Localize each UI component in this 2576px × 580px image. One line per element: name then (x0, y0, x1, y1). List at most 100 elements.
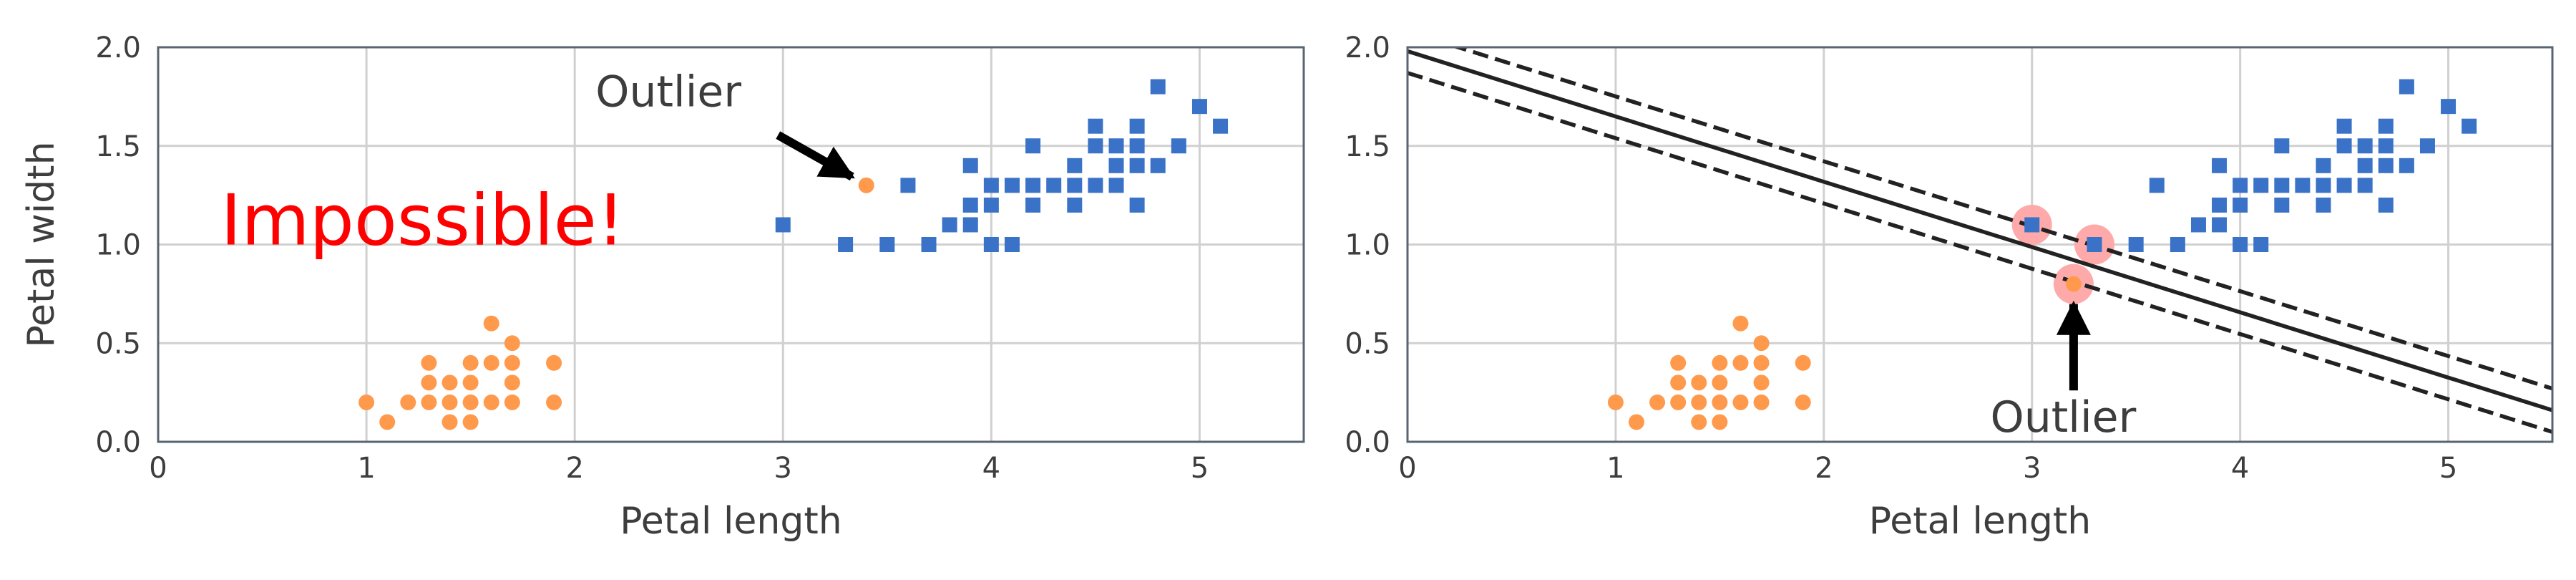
data-point-square (2212, 158, 2228, 173)
plot-contents (1407, 47, 2552, 434)
data-point-circle (1629, 414, 1644, 430)
data-point-circle (1649, 394, 1666, 410)
x-tick-label: 1 (1606, 452, 1624, 485)
data-point-square (942, 217, 957, 233)
data-point-circle (1753, 374, 1770, 391)
data-point-circle (1712, 394, 1728, 410)
x-tick-label: 5 (1191, 452, 1209, 485)
data-point-circle (1670, 394, 1687, 410)
data-point-square (921, 237, 937, 252)
data-point-circle (1691, 394, 1707, 410)
data-point-square (1129, 158, 1145, 173)
data-point-square (775, 217, 791, 233)
data-point-circle (1712, 414, 1728, 430)
data-point-square (2128, 237, 2144, 252)
data-point-square (2316, 197, 2331, 213)
data-point-square (2378, 158, 2394, 173)
data-point-circle (421, 354, 437, 371)
x-tick-label: 0 (149, 452, 167, 485)
data-point-circle (483, 315, 499, 332)
data-point-square (1129, 118, 1145, 134)
data-point-square (2357, 178, 2373, 193)
outlier-annotation: Outlier (1991, 392, 2137, 443)
x-axis-label: Petal length (620, 500, 841, 543)
data-point-circle (858, 177, 874, 193)
data-point-square (1067, 158, 1083, 173)
plot-contents (358, 79, 1229, 430)
x-tick-label: 4 (2231, 452, 2249, 485)
margin-line (1407, 71, 2552, 434)
data-point-square (1108, 158, 1124, 173)
data-point-square (2357, 158, 2373, 173)
data-point-square (879, 237, 895, 252)
data-point-circle (441, 414, 458, 430)
y-tick-label: 1.5 (1345, 130, 1390, 163)
data-point-square (2233, 197, 2248, 213)
decision-boundary-line (1407, 49, 2552, 412)
data-point-square (2441, 99, 2457, 115)
data-point-circle (1712, 374, 1728, 391)
data-point-square (2399, 158, 2414, 173)
data-point-square (983, 237, 999, 252)
data-point-square (1088, 178, 1103, 193)
outlier-annotation: Outlier (595, 67, 741, 117)
x-tick-label: 4 (982, 452, 1000, 485)
y-tick-label: 1.0 (95, 229, 141, 262)
data-point-circle (379, 414, 396, 430)
data-point-square (1088, 118, 1103, 134)
data-point-square (2336, 178, 2352, 193)
data-point-circle (441, 374, 458, 391)
y-axis-label: Petal width (20, 141, 63, 347)
data-point-square (983, 197, 999, 213)
data-point-circle (504, 374, 520, 391)
data-point-circle (1691, 374, 1707, 391)
data-point-square (1025, 197, 1041, 213)
data-point-square (962, 158, 978, 173)
y-tick-label: 0.5 (95, 327, 141, 360)
data-point-square (1129, 138, 1145, 154)
data-point-square (2336, 118, 2352, 134)
data-point-circle (1732, 394, 1749, 410)
x-tick-label: 3 (2023, 452, 2041, 485)
data-point-square (2233, 237, 2248, 252)
impossible-annotation: Impossible! (220, 180, 625, 262)
subplot-1: 0 1 2 3 4 5 0.0 0.5 1.0 1.5 2.0 Petal length Petal w… (20, 32, 1305, 543)
data-point-square (1025, 178, 1041, 193)
data-point-square (1088, 138, 1103, 154)
data-point-circle (1670, 374, 1687, 391)
data-point-square (2295, 178, 2311, 193)
data-point-square (2378, 197, 2394, 213)
data-point-circle (483, 354, 499, 371)
data-point-square (2087, 237, 2102, 252)
data-point-circle (504, 335, 520, 352)
data-point-circle (1712, 354, 1728, 371)
data-point-square (1004, 237, 1020, 252)
x-tick-label: 2 (1815, 452, 1833, 485)
data-point-circle (1795, 394, 1811, 410)
data-point-square (1171, 138, 1186, 154)
data-point-square (2233, 178, 2248, 193)
data-point-circle (1670, 354, 1687, 371)
x-tick-label: 2 (565, 452, 583, 485)
y-tick-label: 0.0 (1345, 426, 1390, 459)
data-point-circle (400, 394, 416, 410)
data-point-square (1046, 178, 1062, 193)
data-point-square (2253, 178, 2269, 193)
data-point-square (2212, 197, 2228, 213)
data-point-square (1108, 178, 1124, 193)
x-tick-label: 0 (1398, 452, 1416, 485)
data-point-square (962, 197, 978, 213)
data-point-square (2378, 118, 2394, 134)
data-point-circle (1795, 354, 1811, 371)
data-point-square (2212, 217, 2228, 233)
data-point-square (2024, 217, 2040, 233)
data-point-circle (462, 354, 479, 371)
data-point-circle (1753, 354, 1770, 371)
data-point-square (1150, 79, 1166, 95)
data-point-circle (504, 354, 520, 371)
data-point-square (2378, 138, 2394, 154)
y-tick-label: 1.0 (1345, 229, 1390, 262)
data-point-square (1108, 138, 1124, 154)
data-point-square (1191, 99, 1207, 115)
y-tick-label: 2.0 (95, 32, 141, 64)
